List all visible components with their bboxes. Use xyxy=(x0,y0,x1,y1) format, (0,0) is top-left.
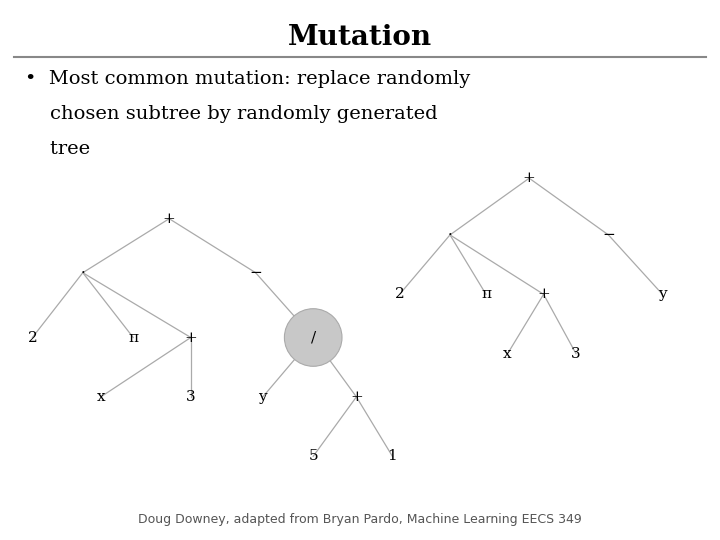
Text: +: + xyxy=(523,171,536,185)
Text: x: x xyxy=(503,347,512,361)
Text: •  Most common mutation: replace randomly: • Most common mutation: replace randomly xyxy=(25,70,470,88)
Text: 1: 1 xyxy=(387,449,397,463)
Text: 5: 5 xyxy=(308,449,318,463)
Text: +: + xyxy=(163,212,176,226)
Text: Doug Downey, adapted from Bryan Pardo, Machine Learning EECS 349: Doug Downey, adapted from Bryan Pardo, M… xyxy=(138,514,582,526)
Text: π: π xyxy=(481,287,491,301)
Text: y: y xyxy=(258,390,267,404)
Text: ·: · xyxy=(81,266,85,280)
Text: chosen subtree by randomly generated: chosen subtree by randomly generated xyxy=(25,105,438,123)
Text: π: π xyxy=(128,330,138,345)
Text: 3: 3 xyxy=(186,390,196,404)
Text: Mutation: Mutation xyxy=(288,24,432,51)
Text: 3: 3 xyxy=(571,347,581,361)
Text: 2: 2 xyxy=(27,330,37,345)
Text: +: + xyxy=(350,390,363,404)
Text: ·: · xyxy=(448,228,452,242)
Text: +: + xyxy=(537,287,550,301)
Ellipse shape xyxy=(284,309,342,366)
Text: 2: 2 xyxy=(395,287,405,301)
Text: y: y xyxy=(658,287,667,301)
Text: −: − xyxy=(249,266,262,280)
Text: x: x xyxy=(96,390,105,404)
Text: /: / xyxy=(310,330,316,345)
Text: +: + xyxy=(184,330,197,345)
Text: −: − xyxy=(602,228,615,242)
Text: tree: tree xyxy=(25,140,90,158)
